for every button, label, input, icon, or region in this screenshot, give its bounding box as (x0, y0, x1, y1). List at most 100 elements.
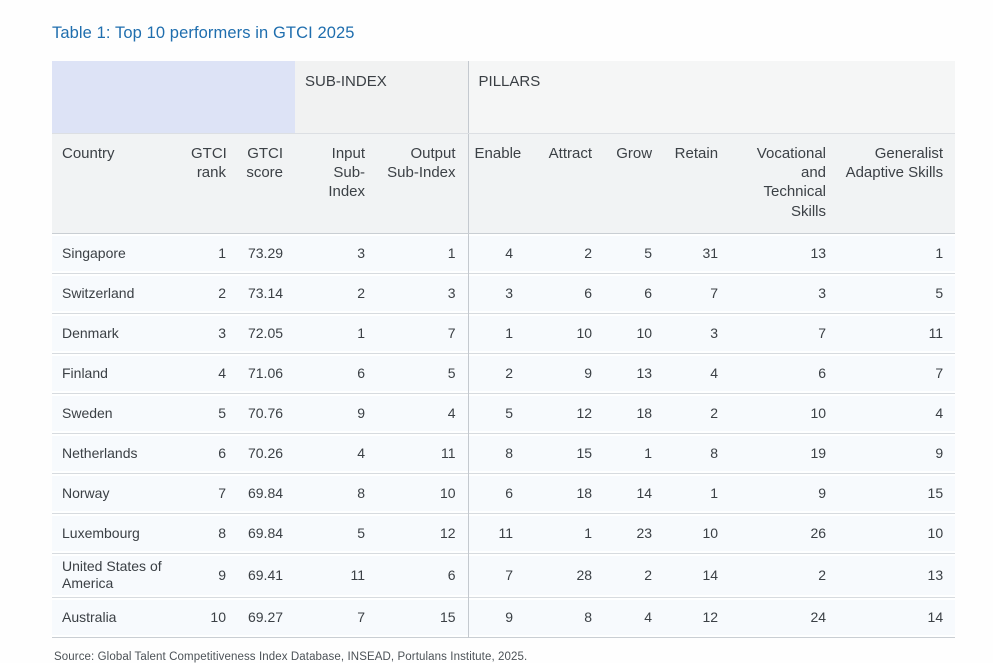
input_sub_index-cell: 6 (295, 352, 378, 394)
gtci_score-cell: 73.29 (238, 233, 296, 274)
output_sub_index-cell: 6 (377, 552, 469, 598)
vocational_technical_skills-cell: 19 (730, 432, 839, 474)
column-header-gtci-rank: GTCI rank (185, 133, 238, 234)
gtci_rank-cell: 5 (185, 392, 238, 434)
generalist_adaptive_skills-cell: 9 (838, 432, 956, 474)
input_sub_index-cell: 8 (295, 472, 378, 514)
output_sub_index-cell: 3 (377, 272, 469, 314)
enable-cell: 5 (467, 392, 526, 434)
enable-cell: 1 (467, 312, 526, 354)
grow-cell: 13 (604, 352, 665, 394)
attract-cell: 6 (525, 272, 605, 314)
table-row: Singapore 1 73.29 3 1 4 2 5 31 13 1 (52, 233, 956, 274)
gtci_score-cell: 73.14 (238, 272, 296, 314)
country-cell: Netherlands (52, 432, 185, 474)
vocational_technical_skills-cell: 3 (730, 272, 839, 314)
country-cell: Finland (52, 352, 185, 394)
enable-cell: 4 (467, 233, 526, 274)
gtci_rank-cell: 9 (185, 552, 238, 598)
retain-cell: 14 (664, 552, 731, 598)
gtci_score-cell: 69.41 (238, 552, 296, 598)
output_sub_index-cell: 1 (377, 233, 469, 274)
gtci_score-cell: 70.26 (238, 432, 296, 474)
attract-cell: 10 (525, 312, 605, 354)
gtci_score-cell: 69.27 (238, 596, 296, 638)
column-header-generalist-adaptive-skills: Generalist Adaptive Skills (838, 133, 956, 234)
gtci_rank-cell: 8 (185, 512, 238, 554)
retain-cell: 8 (664, 432, 731, 474)
gtci_rank-cell: 7 (185, 472, 238, 514)
gtci_rank-cell: 10 (185, 596, 238, 638)
table-row: Denmark 3 72.05 1 7 1 10 10 3 7 11 (52, 312, 956, 354)
retain-cell: 1 (664, 472, 731, 514)
retain-cell: 2 (664, 392, 731, 434)
column-header-country: Country (52, 133, 185, 234)
vocational_technical_skills-cell: 26 (730, 512, 839, 554)
gtci_rank-cell: 2 (185, 272, 238, 314)
column-header-output-sub-index: Output Sub-Index (377, 133, 469, 234)
table-row: Finland 4 71.06 6 5 2 9 13 4 6 7 (52, 352, 956, 394)
source-note: Source: Global Talent Competitiveness In… (54, 650, 528, 663)
grow-cell: 4 (604, 596, 665, 638)
grow-cell: 5 (604, 233, 665, 274)
vocational_technical_skills-cell: 24 (730, 596, 839, 638)
vocational_technical_skills-cell: 10 (730, 392, 839, 434)
column-header-attract: Attract (525, 133, 605, 234)
group-header-subindex: SUB-INDEX (295, 61, 469, 134)
input_sub_index-cell: 3 (295, 233, 378, 274)
gtci_rank-cell: 4 (185, 352, 238, 394)
attract-cell: 28 (525, 552, 605, 598)
grow-cell: 1 (604, 432, 665, 474)
attract-cell: 15 (525, 432, 605, 474)
table-row: Norway 7 69.84 8 10 6 18 14 1 9 15 (52, 472, 956, 514)
vocational_technical_skills-cell: 13 (730, 233, 839, 274)
attract-cell: 12 (525, 392, 605, 434)
table-row: Sweden 5 70.76 9 4 5 12 18 2 10 4 (52, 392, 956, 434)
gtci_rank-cell: 1 (185, 233, 238, 274)
column-header-enable: Enable (467, 133, 526, 234)
column-header-vocational-technical-skills: Vocational and Technical Skills (730, 133, 839, 234)
output_sub_index-cell: 12 (377, 512, 469, 554)
generalist_adaptive_skills-cell: 15 (838, 472, 956, 514)
gtci_score-cell: 72.05 (238, 312, 296, 354)
retain-cell: 3 (664, 312, 731, 354)
output_sub_index-cell: 11 (377, 432, 469, 474)
retain-cell: 31 (664, 233, 731, 274)
enable-cell: 11 (467, 512, 526, 554)
page: Table 1: Top 10 performers in GTCI 2025 … (52, 24, 956, 663)
enable-cell: 2 (467, 352, 526, 394)
column-header-input-sub-index: Input Sub-Index (295, 133, 378, 234)
vocational_technical_skills-cell: 7 (730, 312, 839, 354)
column-header-grow: Grow (604, 133, 665, 234)
table-row: Luxembourg 8 69.84 5 12 11 1 23 10 26 10 (52, 512, 956, 554)
gtci_rank-cell: 6 (185, 432, 238, 474)
grow-cell: 2 (604, 552, 665, 598)
enable-cell: 8 (467, 432, 526, 474)
generalist_adaptive_skills-cell: 11 (838, 312, 956, 354)
retain-cell: 7 (664, 272, 731, 314)
retain-cell: 4 (664, 352, 731, 394)
table-body: Singapore 1 73.29 3 1 4 2 5 31 13 1 Switzerland 2 73.… (52, 233, 956, 638)
group-header-pillars: PILLARS (467, 61, 956, 134)
table-title: Table 1: Top 10 performers in GTCI 2025 (52, 24, 355, 42)
enable-cell: 9 (467, 596, 526, 638)
output_sub_index-cell: 5 (377, 352, 469, 394)
generalist_adaptive_skills-cell: 7 (838, 352, 956, 394)
country-cell: Sweden (52, 392, 185, 434)
enable-cell: 7 (467, 552, 526, 598)
input_sub_index-cell: 4 (295, 432, 378, 474)
country-cell: Luxembourg (52, 512, 185, 554)
gtci_score-cell: 69.84 (238, 512, 296, 554)
input_sub_index-cell: 1 (295, 312, 378, 354)
vocational_technical_skills-cell: 6 (730, 352, 839, 394)
column-header-gtci-score: GTCI score (238, 133, 296, 234)
generalist_adaptive_skills-cell: 14 (838, 596, 956, 638)
input_sub_index-cell: 11 (295, 552, 378, 598)
output_sub_index-cell: 15 (377, 596, 469, 638)
column-header-retain: Retain (664, 133, 731, 234)
grow-cell: 14 (604, 472, 665, 514)
gtci_score-cell: 69.84 (238, 472, 296, 514)
generalist_adaptive_skills-cell: 5 (838, 272, 956, 314)
input_sub_index-cell: 7 (295, 596, 378, 638)
country-cell: Australia (52, 596, 185, 638)
